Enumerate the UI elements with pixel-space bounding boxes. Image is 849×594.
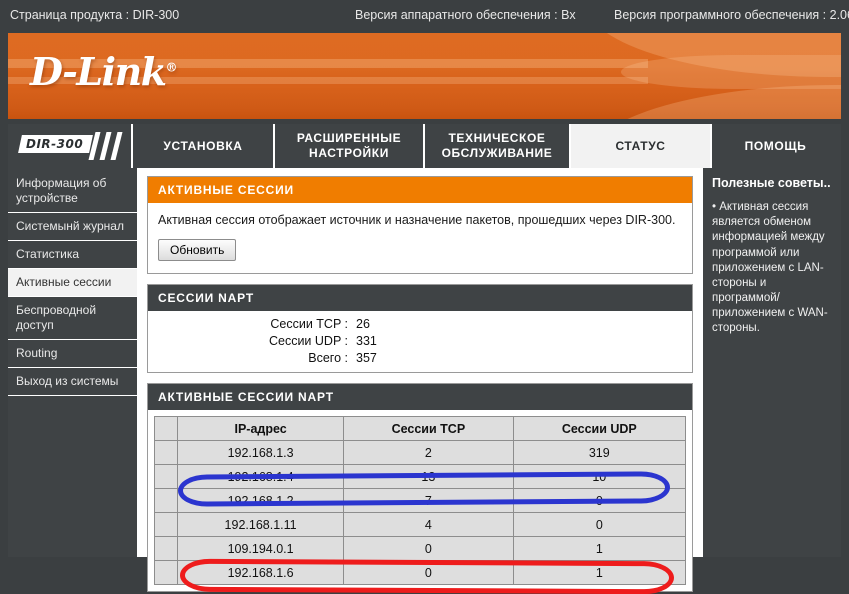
sidebar-item-statistics[interactable]: Статистика <box>8 241 137 269</box>
page-content: Информация об устройстве Системынй журна… <box>8 168 841 594</box>
sidebar-item-wireless[interactable]: Беспроводной доступ <box>8 297 137 340</box>
dlink-logo: D-Link® <box>30 49 178 94</box>
cell-udp: 10 <box>512 464 687 489</box>
napt-udp-row: Сессии UDP : 331 <box>148 334 692 348</box>
table-row: 109.194.0.1 0 1 <box>154 536 687 561</box>
sidebar-item-device-info[interactable]: Информация об устройстве <box>8 170 137 213</box>
napt-tcp-value: 26 <box>356 317 370 331</box>
cell-udp: 0 <box>512 512 687 537</box>
sidebar-item-active-sessions[interactable]: Активные сессии <box>8 269 137 297</box>
napt-total-value: 357 <box>356 351 377 365</box>
row-spacer-cell <box>154 512 178 537</box>
napt-udp-label: Сессии UDP : <box>268 334 348 348</box>
table-row: 192.168.1.11 4 0 <box>154 512 687 537</box>
table-row: 192.168.1.3 2 319 <box>154 440 687 465</box>
cell-tcp: 2 <box>343 440 514 465</box>
active-sessions-panel: АКТИВНЫЕ СЕССИИ Активная сессия отобража… <box>147 176 693 274</box>
hints-title: Полезные советы.. <box>712 176 831 190</box>
sidebar: Информация об устройстве Системынй журна… <box>8 168 139 557</box>
main-navigation: DIR-300 УСТАНОВКА РАСШИРЕННЫЕ НАСТРОЙКИ Т… <box>8 124 841 168</box>
napt-table-title: АКТИВНЫЕ СЕССИИ NAPT <box>148 384 692 410</box>
registered-mark: ® <box>165 60 178 75</box>
cell-ip: 109.194.0.1 <box>176 536 345 561</box>
table-row: 192.168.1.6 0 1 <box>154 560 687 585</box>
table-row: 192.168.1.4 13 10 <box>154 464 687 489</box>
model-badge: DIR-300 <box>18 135 94 153</box>
napt-table-head: IP-адрес Сессии TCP Сессии UDP <box>154 416 687 441</box>
cell-ip: 192.168.1.6 <box>176 560 345 585</box>
cell-udp: 319 <box>512 440 687 465</box>
tab-advanced-label: РАСШИРЕННЫЕ НАСТРОЙКИ <box>296 131 402 160</box>
row-spacer-cell <box>154 536 178 561</box>
napt-tcp-row: Сессии TCP : 26 <box>148 317 692 331</box>
cell-udp: 1 <box>512 560 687 585</box>
row-spacer-cell <box>154 464 178 489</box>
table-header-row: IP-адрес Сессии TCP Сессии UDP <box>154 416 687 441</box>
hardware-version-label: Версия аппаратного обеспечения : Bx <box>355 8 576 22</box>
tab-maintenance[interactable]: ТЕХНИЧЕСКОЕ ОБСЛУЖИВАНИЕ <box>425 124 571 168</box>
cell-tcp: 4 <box>343 512 514 537</box>
top-status-bar: Страница продукта : DIR-300 Версия аппар… <box>0 0 849 31</box>
banner-stripe-upper <box>8 59 648 68</box>
hints-body: • Активная сессия является обменом инфор… <box>712 201 828 335</box>
cell-ip: 192.168.1.3 <box>176 440 345 465</box>
napt-table-body: 192.168.1.3 2 319 192.168.1.4 13 10 <box>154 440 687 585</box>
row-spacer-cell <box>154 440 178 465</box>
banner-flare-middle <box>621 55 841 89</box>
table-spacer-header <box>154 416 178 441</box>
napt-total-row: Всего : 357 <box>148 351 692 365</box>
sidebar-item-routing[interactable]: Routing <box>8 340 137 368</box>
table-row: 192.168.1.2 7 0 <box>154 488 687 513</box>
brand-banner: D-Link® <box>8 33 841 119</box>
napt-sessions-table: IP-адрес Сессии TCP Сессии UDP 192.168.1… <box>154 416 687 585</box>
sidebar-item-logout[interactable]: Выход из системы <box>8 368 137 396</box>
banner-flare-bottom <box>576 85 841 119</box>
tab-help[interactable]: ПОМОЩЬ <box>744 138 807 153</box>
napt-summary-body: Сессии TCP : 26 Сессии UDP : 331 Всего :… <box>148 311 692 372</box>
slashes-decoration-icon <box>88 132 128 160</box>
column-header-udp: Сессии UDP <box>512 416 687 441</box>
dlink-logo-text: D-Link <box>30 49 167 94</box>
cell-ip: 192.168.1.2 <box>176 488 345 513</box>
napt-table-wrapper: IP-адрес Сессии TCP Сессии UDP 192.168.1… <box>148 410 692 594</box>
product-page-label: Страница продукта : DIR-300 <box>10 8 180 22</box>
cell-tcp: 0 <box>343 560 514 585</box>
napt-tcp-label: Сессии TCP : <box>270 317 348 331</box>
row-spacer-cell <box>154 488 178 513</box>
sidebar-item-system-log[interactable]: Системынй журнал <box>8 213 137 241</box>
tab-maintenance-label: ТЕХНИЧЕСКОЕ ОБСЛУЖИВАНИЕ <box>441 131 553 160</box>
column-header-tcp: Сессии TCP <box>343 416 514 441</box>
cell-tcp: 0 <box>343 536 514 561</box>
tab-advanced[interactable]: РАСШИРЕННЫЕ НАСТРОЙКИ <box>275 124 425 168</box>
tab-status[interactable]: СТАТУС <box>571 124 712 168</box>
napt-udp-value: 331 <box>356 334 377 348</box>
cell-ip: 192.168.1.11 <box>176 512 345 537</box>
firmware-version-label: Версия программного обеспечения : 2.06 <box>614 8 849 22</box>
active-sessions-title: АКТИВНЫЕ СЕССИИ <box>148 177 692 203</box>
napt-summary-panel: СЕССИИ NAPT Сессии TCP : 26 Сессии UDP :… <box>147 284 693 373</box>
napt-summary-title: СЕССИИ NAPT <box>148 285 692 311</box>
cell-ip: 192.168.1.4 <box>176 464 345 489</box>
cell-tcp: 13 <box>343 464 514 489</box>
cell-udp: 0 <box>512 488 687 513</box>
row-spacer-cell <box>154 560 178 585</box>
model-badge-container: DIR-300 <box>8 124 133 168</box>
cell-tcp: 7 <box>343 488 514 513</box>
cell-udp: 1 <box>512 536 687 561</box>
main-column: АКТИВНЫЕ СЕССИИ Активная сессия отобража… <box>139 168 701 594</box>
helpful-hints-panel: Полезные советы.. • Активная сессия явля… <box>701 168 841 557</box>
banner-stripe-lower <box>8 77 648 84</box>
napt-total-label: Всего : <box>308 351 348 365</box>
active-sessions-body: Активная сессия отображает источник и на… <box>148 203 692 273</box>
active-sessions-description: Активная сессия отображает источник и на… <box>158 213 676 227</box>
refresh-button[interactable]: Обновить <box>158 239 237 261</box>
tab-setup[interactable]: УСТАНОВКА <box>133 124 275 168</box>
column-header-ip: IP-адрес <box>176 416 345 441</box>
napt-table-panel: АКТИВНЫЕ СЕССИИ NAPT IP-адрес Сессии TCP… <box>147 383 693 594</box>
